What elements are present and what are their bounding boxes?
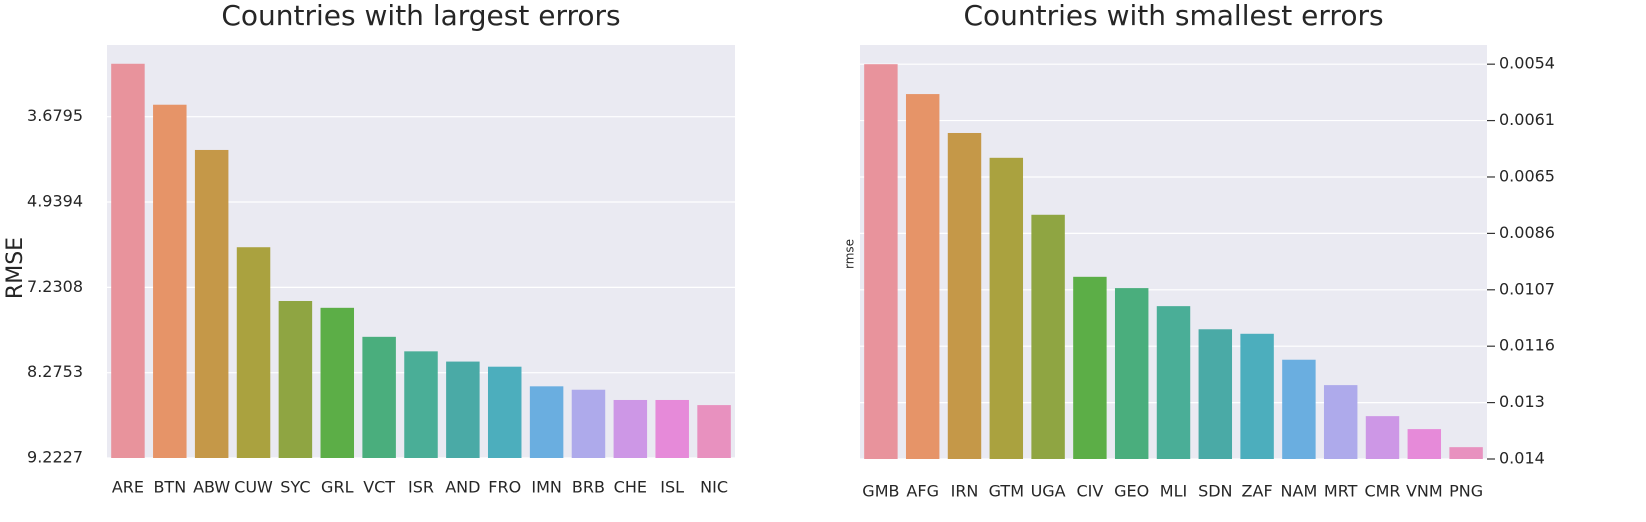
y-tick-label: 3.6795: [27, 106, 83, 125]
bar: [613, 399, 648, 458]
bar: [1156, 306, 1191, 459]
bar: [320, 307, 355, 458]
y-tick-label: 0.0107: [1499, 279, 1555, 298]
bar: [989, 157, 1024, 460]
bar: [1407, 429, 1442, 459]
x-tick-label: AND: [445, 478, 480, 497]
bar: [1449, 447, 1483, 459]
bar: [1240, 333, 1274, 459]
x-tick-label: CMR: [1364, 482, 1400, 501]
x-tick-label: NAM: [1281, 482, 1318, 501]
y-tick-label: 0.0061: [1499, 110, 1555, 129]
y-tick-label: 0.0054: [1499, 54, 1555, 73]
x-tick-label: VNM: [1406, 482, 1443, 501]
x-tick-label: ISR: [408, 478, 434, 497]
x-tick-label: GTM: [989, 482, 1024, 501]
x-tick-label: IMN: [531, 478, 562, 497]
x-tick-label: NIC: [700, 478, 728, 497]
bar: [905, 94, 940, 459]
y-tick-label: 9.2227: [27, 448, 83, 467]
y-tick-label: 0.014: [1499, 449, 1545, 468]
x-tick-label: ZAF: [1242, 482, 1273, 501]
bar: [278, 300, 313, 458]
y-tick-label: 0.0086: [1499, 223, 1555, 242]
bar: [864, 64, 898, 459]
bar: [362, 336, 396, 458]
bar: [404, 351, 438, 458]
bar: [571, 389, 606, 458]
bar: [1323, 385, 1358, 459]
chart-title: Countries with smallest errors: [963, 0, 1383, 32]
bar: [529, 386, 564, 458]
x-tick-label: BTN: [153, 478, 186, 497]
x-tick-label: CUW: [234, 478, 273, 497]
x-tick-label: CHE: [614, 478, 647, 497]
bar: [236, 247, 271, 458]
x-tick-label: CIV: [1076, 482, 1103, 501]
y-axis-label: rmse: [843, 239, 857, 269]
x-tick-label: AFG: [906, 482, 939, 501]
bar: [487, 366, 522, 458]
y-tick-label: 0.0116: [1499, 336, 1555, 355]
y-tick-label: 0.013: [1499, 392, 1545, 411]
x-tick-label: ARE: [112, 478, 144, 497]
bar: [1073, 276, 1107, 459]
x-tick-label: UGA: [1031, 482, 1066, 501]
bar: [446, 361, 480, 458]
bar: [1365, 416, 1400, 459]
y-tick-label: 4.9394: [27, 192, 83, 211]
y-tick-label: 8.2753: [27, 362, 83, 381]
x-tick-label: IRN: [951, 482, 979, 501]
y-tick-label: 7.2308: [27, 277, 83, 296]
x-tick-label: ABW: [193, 478, 230, 497]
bar: [153, 104, 187, 458]
x-tick-label: MLI: [1160, 482, 1187, 501]
bar: [1031, 214, 1065, 459]
x-tick-label: SDN: [1198, 482, 1232, 501]
x-tick-label: PNG: [1449, 482, 1483, 501]
x-tick-label: MRT: [1324, 482, 1358, 501]
x-tick-label: GMB: [862, 482, 899, 501]
bar: [194, 149, 229, 458]
bar: [697, 405, 731, 458]
x-tick-label: VCT: [363, 478, 395, 497]
y-axis-label: RMSE: [3, 237, 28, 299]
bar: [1282, 359, 1316, 459]
bar: [655, 399, 689, 458]
x-tick-label: GEO: [1114, 482, 1149, 501]
bar: [947, 132, 982, 459]
x-tick-label: FRO: [488, 478, 521, 497]
x-tick-label: GRL: [321, 478, 354, 497]
x-tick-label: SYC: [280, 478, 310, 497]
chart-title: Countries with largest errors: [221, 0, 620, 32]
bar: [1198, 329, 1233, 459]
y-tick-label: 0.0065: [1499, 166, 1555, 185]
bar: [111, 63, 145, 458]
bar: [1114, 288, 1149, 459]
x-tick-label: ISL: [660, 478, 684, 497]
x-tick-label: BRB: [572, 478, 605, 497]
